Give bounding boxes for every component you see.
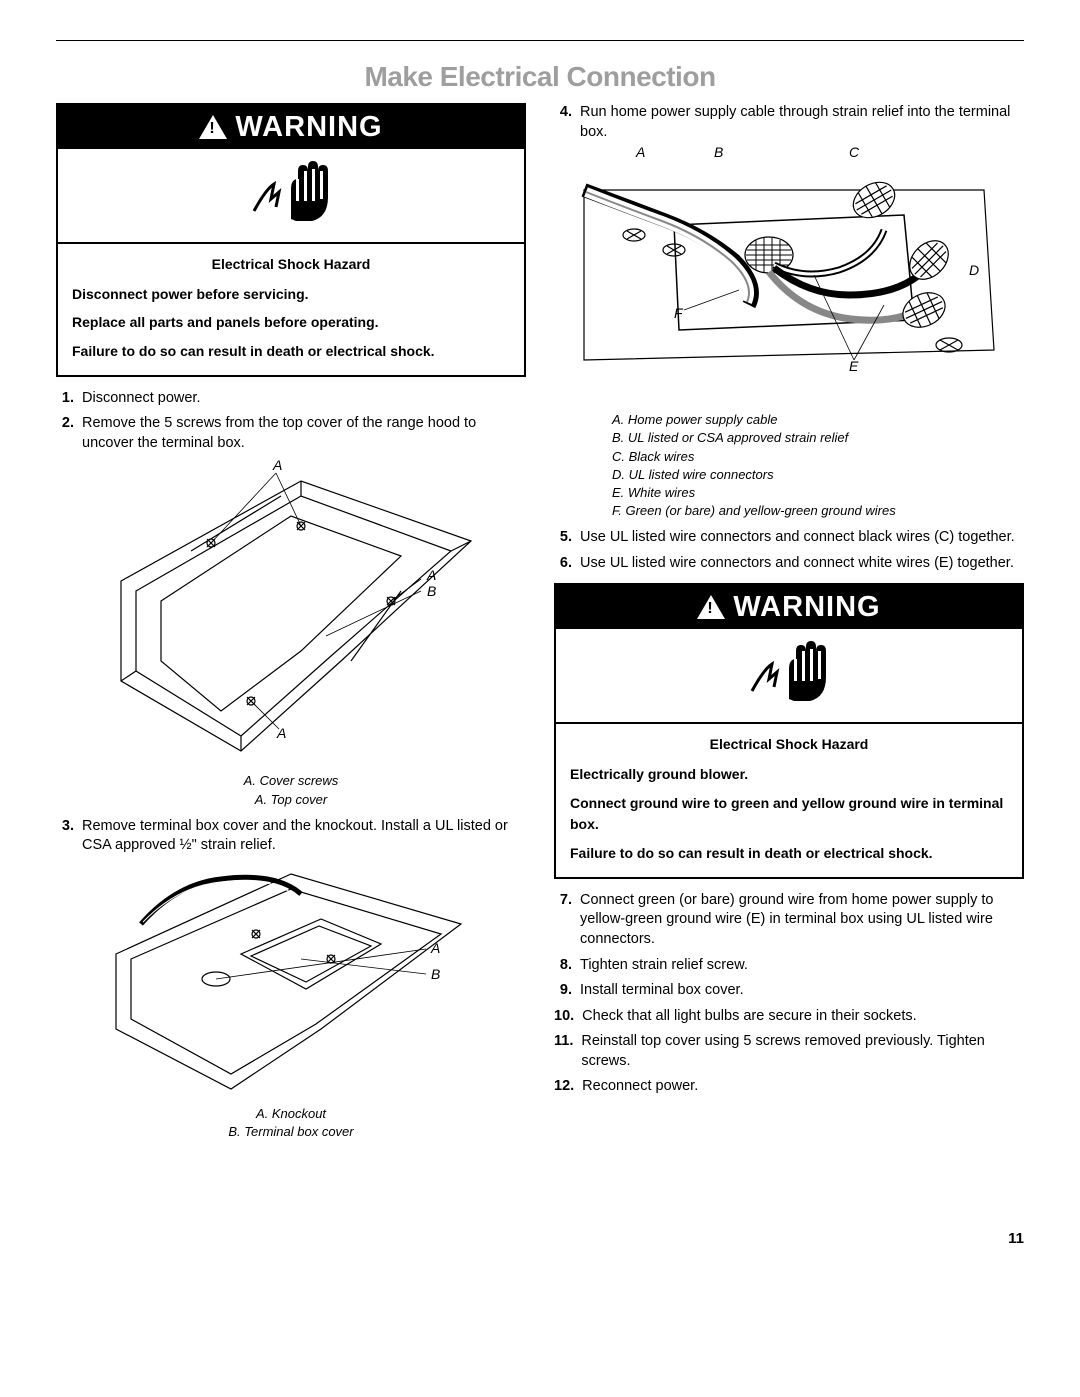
steps-list: 1.Disconnect power. 2.Remove the 5 screw…	[56, 389, 526, 454]
step-item: 6.Use UL listed wire connectors and conn…	[554, 554, 1024, 574]
fig-label: C	[849, 144, 859, 160]
figure-3-caption: A. Home power supply cable B. UL listed …	[554, 411, 1024, 520]
steps-list: 5.Use UL listed wire connectors and conn…	[554, 528, 1024, 573]
step-item: 7.Connect green (or bare) ground wire fr…	[554, 891, 1024, 950]
shock-hand-icon	[744, 639, 834, 709]
step-item: 10.Check that all light bulbs are secure…	[554, 1007, 1024, 1027]
hazard-title: Electrical Shock Hazard	[72, 254, 510, 276]
warning-triangle-icon	[199, 115, 227, 139]
step-item: 2.Remove the 5 screws from the top cover…	[56, 414, 526, 453]
right-column: 4.Run home power supply cable through st…	[554, 103, 1024, 1149]
figure-3-svg	[574, 150, 1004, 400]
fig-label: A	[636, 144, 645, 160]
figure-2: A B A. Knockout B. Terminal box cover	[56, 864, 526, 1141]
fig-label: A	[427, 567, 436, 583]
page-number: 11	[1008, 1230, 1024, 1247]
shock-hand-icon	[246, 159, 336, 229]
page-title: Make Electrical Connection	[56, 61, 1024, 93]
fig-label: D	[969, 262, 979, 278]
steps-list: 3.Remove terminal box cover and the knoc…	[56, 817, 526, 856]
warning-icon-row	[58, 149, 524, 242]
warning-line: Failure to do so can result in death or …	[72, 341, 510, 363]
warning-header: WARNING	[58, 105, 524, 149]
fig-label: B	[714, 144, 723, 160]
fig-label: F	[674, 305, 683, 321]
warning-line: Replace all parts and panels before oper…	[72, 312, 510, 334]
step-item: 4.Run home power supply cable through st…	[554, 103, 1024, 142]
step-item: 3.Remove terminal box cover and the knoc…	[56, 817, 526, 856]
warning-box-2: WARNING Electrical Shock Hazard Ele	[554, 583, 1024, 878]
step-item: 1.Disconnect power.	[56, 389, 526, 409]
step-item: 12.Reconnect power.	[554, 1077, 1024, 1097]
steps-list: 7.Connect green (or bare) ground wire fr…	[554, 891, 1024, 1097]
step-item: 11.Reinstall top cover using 5 screws re…	[554, 1032, 1024, 1071]
figure-1-svg	[101, 461, 481, 761]
fig-label: A	[273, 457, 282, 473]
figure-2-caption: A. Knockout B. Terminal box cover	[56, 1105, 526, 1141]
steps-list: 4.Run home power supply cable through st…	[554, 103, 1024, 142]
warning-body: Electrical Shock Hazard Electrically gro…	[556, 724, 1022, 876]
warning-line: Failure to do so can result in death or …	[570, 843, 1008, 865]
warning-body: Electrical Shock Hazard Disconnect power…	[58, 244, 524, 375]
step-item: 8.Tighten strain relief screw.	[554, 956, 1024, 976]
figure-3: A B C D E F A. Home power supply cable B…	[554, 150, 1024, 520]
warning-line: Disconnect power before servicing.	[72, 284, 510, 306]
top-rule	[56, 40, 1024, 41]
warning-header-text: WARNING	[235, 111, 382, 144]
figure-1-caption: A. Cover screws A. Top cover	[56, 772, 526, 808]
warning-header: WARNING	[556, 585, 1022, 629]
fig-label: E	[849, 358, 858, 374]
warning-triangle-icon	[697, 595, 725, 619]
warning-line: Connect ground wire to green and yellow …	[570, 793, 1008, 836]
warning-header-text: WARNING	[733, 591, 880, 624]
hazard-title: Electrical Shock Hazard	[570, 734, 1008, 756]
fig-label: A	[277, 725, 286, 741]
warning-line: Electrically ground blower.	[570, 764, 1008, 786]
figure-2-svg	[101, 864, 481, 1094]
step-item: 9.Install terminal box cover.	[554, 981, 1024, 1001]
two-column-layout: WARNING Electrical Shock Hazard Dis	[56, 103, 1024, 1149]
left-column: WARNING Electrical Shock Hazard Dis	[56, 103, 526, 1149]
fig-label: A	[431, 940, 440, 956]
step-item: 5.Use UL listed wire connectors and conn…	[554, 528, 1024, 548]
warning-icon-row	[556, 629, 1022, 722]
figure-1: A A B A A. Cover screws A. Top cover	[56, 461, 526, 808]
fig-label: B	[427, 583, 436, 599]
fig-label: B	[431, 966, 440, 982]
warning-box-1: WARNING Electrical Shock Hazard Dis	[56, 103, 526, 377]
